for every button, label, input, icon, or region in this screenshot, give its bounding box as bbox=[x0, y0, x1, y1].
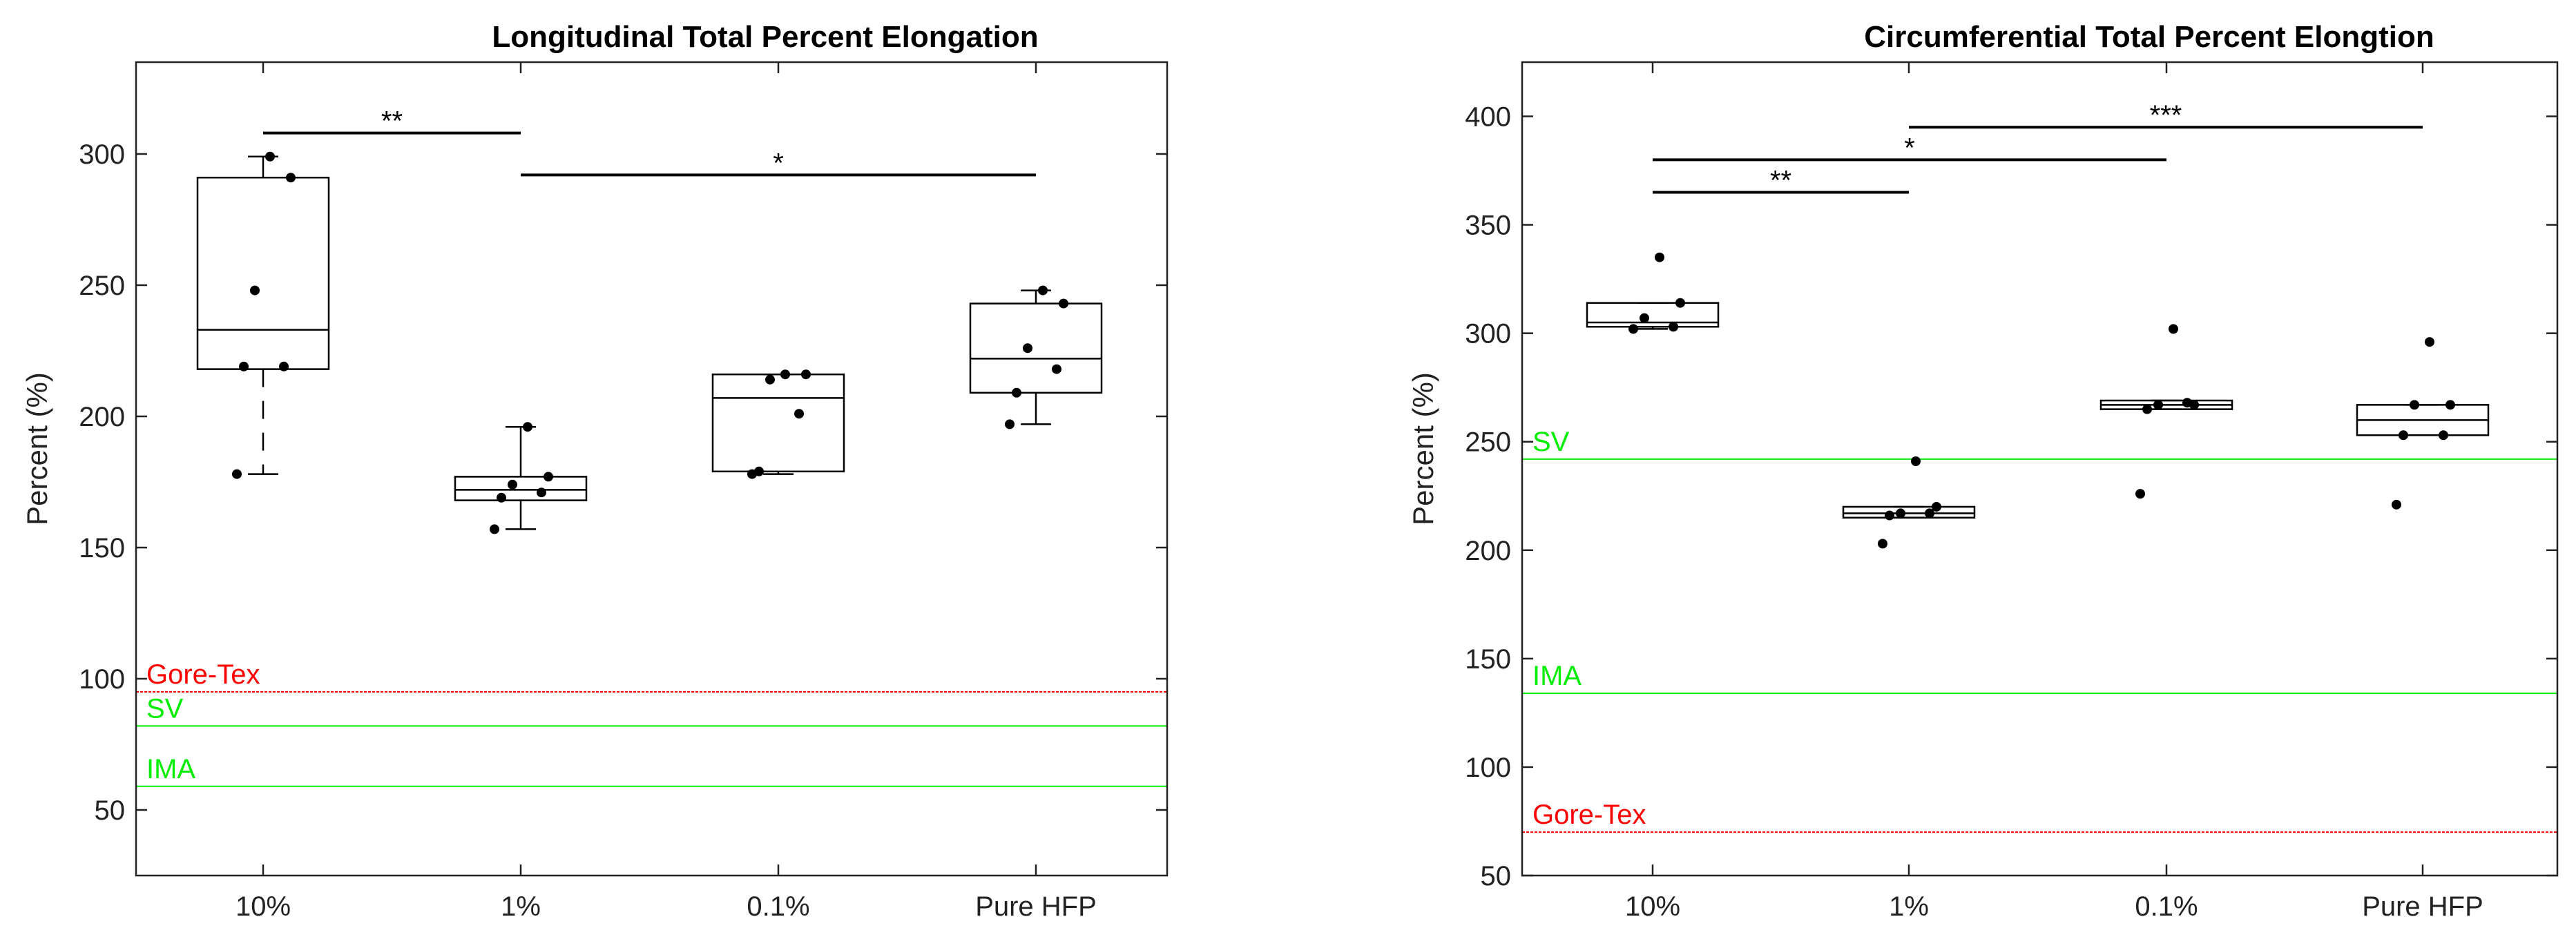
box bbox=[1842, 505, 1976, 519]
plot-area: SV IMA Gore-Tex 50 100 150 200 250 300 350 400 10% 1… bbox=[1465, 61, 2559, 922]
data-point bbox=[2399, 430, 2408, 441]
significance-label: * bbox=[773, 148, 784, 178]
reference-label: SV bbox=[1532, 427, 1570, 457]
axes-frame bbox=[1521, 61, 2559, 877]
longitudinal-chart: Longitudinal Total Percent Elongation Pe… bbox=[21, 20, 1169, 922]
x-tick-label: 0.1% bbox=[2135, 891, 2198, 922]
y-axis-label: Percent (%) bbox=[21, 372, 53, 525]
reference-label: IMA bbox=[1532, 661, 1582, 691]
data-point bbox=[1925, 508, 1934, 519]
x-tick-label: 1% bbox=[501, 891, 541, 922]
chart-title: Circumferential Total Percent Elongtion bbox=[1864, 20, 2434, 54]
significance-label: *** bbox=[2150, 100, 2182, 131]
data-point bbox=[1005, 419, 1015, 429]
y-tick-label: 150 bbox=[79, 533, 125, 563]
data-point bbox=[1628, 324, 1638, 334]
reference-label: SV bbox=[146, 693, 184, 724]
data-point bbox=[2439, 430, 2448, 441]
data-point bbox=[523, 422, 532, 432]
axes-frame bbox=[135, 61, 1169, 877]
data-point bbox=[544, 472, 553, 482]
data-point bbox=[490, 524, 499, 534]
data-point bbox=[1038, 285, 1048, 296]
data-point bbox=[2142, 404, 2152, 414]
data-point bbox=[2135, 489, 2145, 499]
reference-label: IMA bbox=[146, 754, 195, 784]
y-tick-label: 250 bbox=[1465, 427, 1511, 458]
y-tick-label: 200 bbox=[79, 402, 125, 432]
y-tick-label: 250 bbox=[79, 271, 125, 301]
data-point bbox=[286, 173, 296, 183]
data-point bbox=[265, 151, 275, 162]
data-point bbox=[747, 469, 757, 479]
data-point bbox=[2410, 400, 2419, 410]
y-tick-label: 50 bbox=[1481, 861, 1512, 891]
box bbox=[1586, 302, 1720, 328]
x-tick-label: Pure HFP bbox=[2362, 891, 2483, 922]
data-point bbox=[2445, 400, 2455, 410]
data-point bbox=[780, 369, 790, 380]
box bbox=[196, 176, 330, 370]
data-point bbox=[2392, 499, 2401, 510]
data-point bbox=[250, 285, 260, 296]
x-tick-label: 10% bbox=[1625, 891, 1680, 922]
y-tick-label: 100 bbox=[1465, 753, 1511, 783]
x-tick-label: 1% bbox=[1889, 891, 1929, 922]
data-point bbox=[1052, 364, 1061, 374]
data-point bbox=[1012, 387, 1021, 398]
data-point bbox=[537, 487, 546, 498]
data-point bbox=[1669, 322, 1678, 332]
y-tick-label: 300 bbox=[79, 139, 125, 170]
x-tick-label: Pure HFP bbox=[975, 891, 1097, 922]
y-axis-label: Percent (%) bbox=[1407, 372, 1439, 525]
y-tick-label: 150 bbox=[1465, 644, 1511, 675]
box bbox=[454, 476, 588, 501]
y-tick-label: 50 bbox=[95, 795, 126, 826]
data-point bbox=[794, 409, 804, 419]
data-point bbox=[239, 361, 249, 371]
data-point bbox=[765, 374, 775, 385]
significance-label: ** bbox=[1770, 165, 1791, 195]
data-point bbox=[1932, 501, 1941, 512]
y-tick-label: 400 bbox=[1465, 102, 1511, 133]
data-point bbox=[1059, 298, 1068, 309]
data-point bbox=[1640, 313, 1649, 323]
data-point bbox=[2153, 400, 2163, 410]
significance-label: * bbox=[1904, 133, 1915, 163]
data-point bbox=[279, 361, 289, 371]
data-point bbox=[2182, 398, 2192, 408]
data-point bbox=[1023, 343, 1032, 354]
data-point bbox=[1896, 508, 1905, 519]
data-point bbox=[1878, 539, 1887, 549]
reference-label: Gore-Tex bbox=[146, 659, 260, 690]
data-point bbox=[1885, 510, 1894, 521]
x-tick-label: 10% bbox=[236, 891, 291, 922]
data-point bbox=[1655, 252, 1664, 262]
y-tick-label: 350 bbox=[1465, 211, 1511, 241]
box bbox=[969, 302, 1103, 394]
data-point bbox=[1675, 298, 1685, 308]
data-point bbox=[1911, 456, 1921, 467]
chart-title: Longitudinal Total Percent Elongation bbox=[492, 20, 1038, 54]
y-tick-label: 100 bbox=[79, 664, 125, 695]
data-point bbox=[2425, 337, 2434, 347]
data-point bbox=[497, 492, 506, 503]
y-tick-label: 200 bbox=[1465, 536, 1511, 566]
data-point bbox=[232, 469, 242, 479]
data-point bbox=[801, 369, 811, 380]
significance-label: ** bbox=[381, 106, 403, 137]
circumferential-chart: Circumferential Total Percent Elongtion … bbox=[1407, 20, 2559, 922]
reference-label: Gore-Tex bbox=[1532, 800, 1646, 830]
data-point bbox=[2169, 324, 2178, 334]
data-point bbox=[508, 479, 517, 490]
y-tick-label: 300 bbox=[1465, 319, 1511, 349]
box bbox=[711, 373, 845, 473]
x-tick-label: 0.1% bbox=[747, 891, 809, 922]
